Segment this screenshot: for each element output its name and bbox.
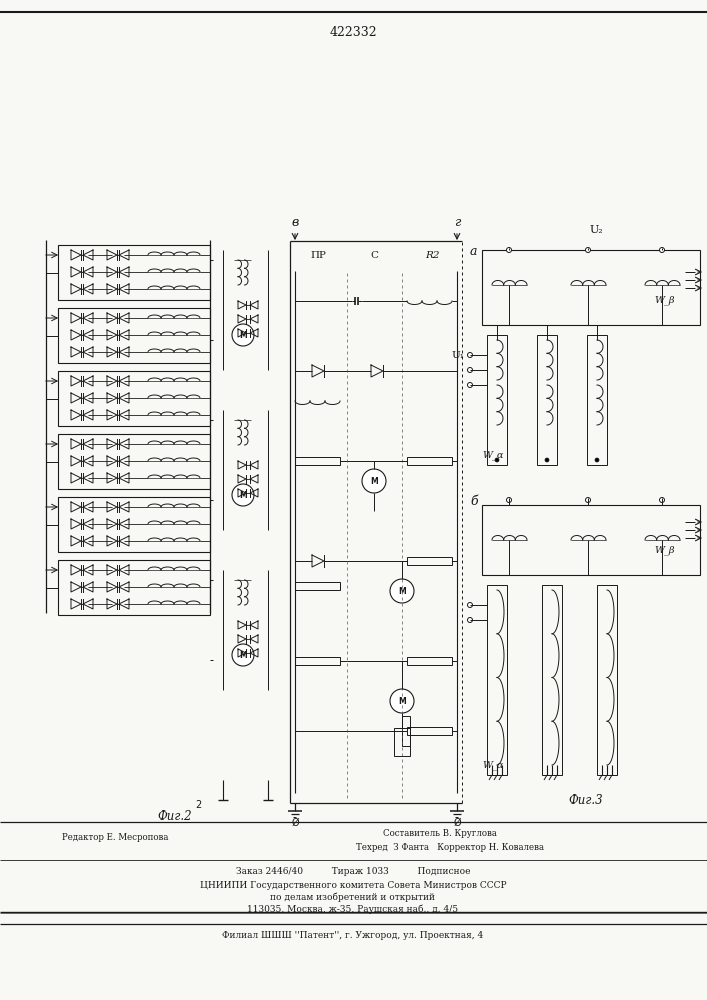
- Text: Фиг.2: Фиг.2: [158, 810, 192, 824]
- Bar: [394, 728, 410, 756]
- Bar: [402, 716, 410, 746]
- Circle shape: [585, 497, 590, 502]
- Bar: [487, 335, 507, 465]
- Text: M: M: [239, 330, 247, 340]
- Text: С: С: [370, 251, 378, 260]
- Text: Фиг.3: Фиг.3: [568, 794, 603, 806]
- Text: Заказ 2446/40          Тираж 1033          Подписное: Заказ 2446/40 Тираж 1033 Подписное: [235, 867, 470, 876]
- Bar: [58, 497, 210, 552]
- Circle shape: [467, 367, 472, 372]
- Text: а: а: [470, 245, 477, 258]
- Text: в: в: [291, 217, 298, 230]
- Bar: [542, 585, 562, 775]
- Circle shape: [362, 469, 386, 493]
- Text: ПР: ПР: [310, 251, 326, 260]
- Circle shape: [390, 689, 414, 713]
- Text: W_α: W_α: [482, 450, 503, 460]
- Bar: [482, 250, 700, 325]
- Bar: [58, 245, 210, 300]
- Text: Ø: Ø: [453, 818, 461, 828]
- Bar: [407, 457, 452, 465]
- Text: M: M: [398, 586, 406, 595]
- Text: W_α: W_α: [482, 760, 503, 770]
- Bar: [537, 335, 557, 465]
- Bar: [407, 557, 452, 565]
- Circle shape: [495, 458, 499, 462]
- Circle shape: [595, 458, 599, 462]
- Text: ЦНИИПИ Государственного комитета Совета Министров СССР: ЦНИИПИ Государственного комитета Совета …: [199, 880, 506, 890]
- Text: W_β: W_β: [655, 295, 675, 305]
- Text: R2: R2: [425, 251, 439, 260]
- Text: по делам изобретений и открытий: по делам изобретений и открытий: [271, 892, 436, 902]
- Circle shape: [585, 247, 590, 252]
- Bar: [587, 335, 607, 465]
- Text: M: M: [398, 696, 406, 706]
- Bar: [58, 371, 210, 426]
- Text: Филиал ШШШ ''Патент'', г. Ужгород, ул. Проектная, 4: Филиал ШШШ ''Патент'', г. Ужгород, ул. П…: [223, 932, 484, 940]
- Circle shape: [506, 247, 511, 252]
- Text: M: M: [239, 650, 247, 660]
- Circle shape: [232, 644, 254, 666]
- Text: M: M: [239, 490, 247, 499]
- Text: 422332: 422332: [329, 25, 377, 38]
- Text: Техред  З Фанта   Корректор Н. Ковалева: Техред З Фанта Корректор Н. Ковалева: [356, 844, 544, 852]
- Bar: [482, 505, 700, 575]
- Text: 113035, Москва, ж-35, Раушская наб., д. 4/5: 113035, Москва, ж-35, Раушская наб., д. …: [247, 904, 459, 914]
- Circle shape: [390, 579, 414, 603]
- Text: U₂: U₂: [589, 225, 603, 235]
- Text: Составитель В. Круглова: Составитель В. Круглова: [383, 828, 497, 838]
- Circle shape: [660, 497, 665, 502]
- Circle shape: [467, 382, 472, 387]
- Bar: [58, 308, 210, 363]
- Text: M: M: [370, 477, 378, 486]
- Circle shape: [232, 324, 254, 346]
- Text: б: б: [470, 495, 478, 508]
- Bar: [58, 434, 210, 489]
- Circle shape: [467, 353, 472, 358]
- Circle shape: [467, 602, 472, 607]
- Bar: [295, 657, 340, 665]
- Text: г: г: [454, 217, 460, 230]
- Circle shape: [467, 617, 472, 622]
- Circle shape: [232, 484, 254, 506]
- Text: Ø: Ø: [291, 818, 299, 828]
- Bar: [295, 457, 340, 465]
- Text: Редактор Е. Месропова: Редактор Е. Месропова: [62, 834, 168, 842]
- Bar: [407, 657, 452, 665]
- Bar: [58, 560, 210, 615]
- Text: 2: 2: [195, 800, 201, 810]
- Text: W_β: W_β: [655, 545, 675, 555]
- Circle shape: [660, 247, 665, 252]
- Bar: [295, 582, 340, 590]
- Bar: [597, 585, 617, 775]
- Circle shape: [545, 458, 549, 462]
- Bar: [487, 585, 507, 775]
- Circle shape: [506, 497, 511, 502]
- Text: U₁: U₁: [451, 351, 464, 360]
- Bar: [407, 727, 452, 735]
